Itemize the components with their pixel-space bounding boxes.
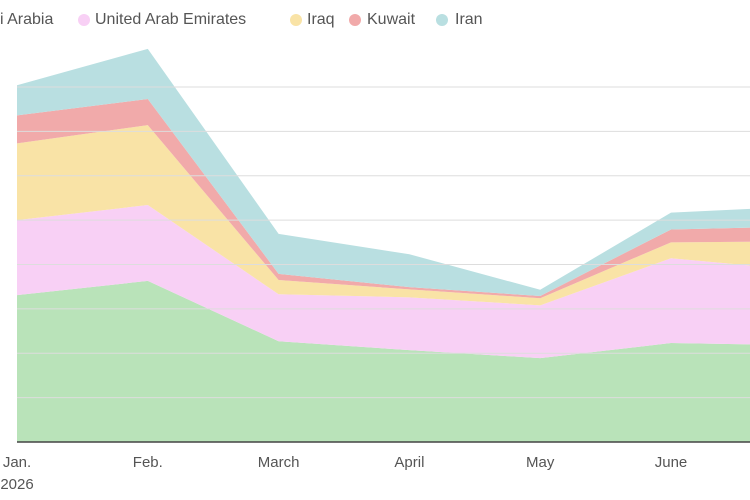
x-year-label: 2026 — [0, 476, 33, 493]
plot-area — [17, 48, 750, 442]
x-tick-label: June — [655, 454, 688, 471]
legend-label: Iran — [455, 11, 483, 28]
legend-swatch — [290, 14, 302, 26]
legend-swatch — [78, 14, 90, 26]
x-tick-label: May — [526, 454, 555, 471]
legend-label: Kuwait — [367, 11, 416, 28]
x-tick-label: March — [258, 454, 300, 471]
legend-swatch — [436, 14, 448, 26]
area — [17, 98, 750, 299]
axes: Jan. Feb. March April May June 2026 i Arabia Uni… — [0, 11, 750, 493]
x-tick-label: Jan. — [3, 454, 31, 471]
area — [17, 205, 750, 359]
area — [17, 280, 750, 442]
x-tick-label: April — [394, 454, 424, 471]
area — [17, 48, 750, 297]
area — [17, 125, 750, 306]
legend-label: i Arabia — [0, 11, 53, 28]
legend-swatch — [349, 14, 361, 26]
x-tick-label: Feb. — [133, 454, 163, 471]
legend-label: United Arab Emirates — [95, 11, 246, 28]
legend-label: Iraq — [307, 11, 335, 28]
